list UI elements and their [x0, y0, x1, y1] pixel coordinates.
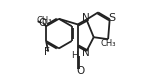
Text: N: N: [82, 48, 90, 58]
Text: N: N: [82, 13, 90, 23]
Text: O: O: [76, 66, 84, 76]
Text: H: H: [71, 52, 78, 60]
Text: F: F: [44, 47, 49, 57]
Text: CH₃: CH₃: [101, 39, 116, 48]
Text: S: S: [108, 13, 115, 23]
Text: CH₃: CH₃: [37, 16, 52, 25]
Text: O: O: [38, 18, 46, 28]
